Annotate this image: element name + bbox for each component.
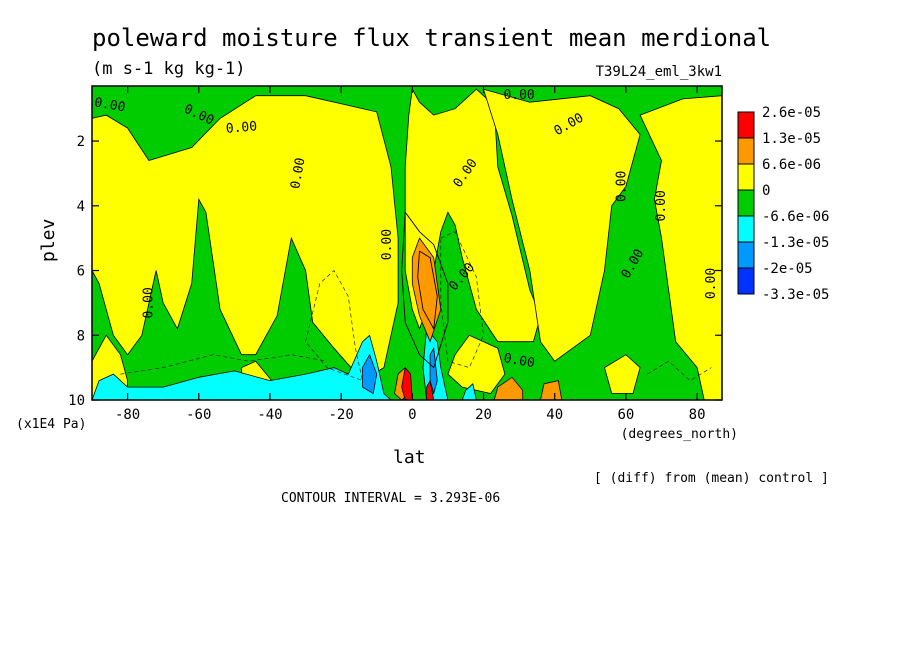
contour-line <box>401 211 449 369</box>
legend-swatch <box>737 189 755 217</box>
legend-swatch <box>737 215 755 243</box>
positive-region <box>604 354 641 394</box>
contour-value-label: 0.00 <box>704 268 719 299</box>
legend-label: -1.3e-05 <box>762 235 829 251</box>
positive-peak-region <box>540 380 563 400</box>
x-tick-label: -40 <box>257 407 282 423</box>
contour-value-label: 0.00 <box>93 95 126 115</box>
contour-value-label: 0.00 <box>615 171 630 202</box>
x-tick-label: 40 <box>546 407 563 423</box>
chart-subtitle: (m s-1 kg kg-1) <box>92 59 246 79</box>
contour-fills <box>92 87 722 400</box>
max-positive-region <box>426 379 435 400</box>
negative-contour-line <box>440 231 484 369</box>
positive-peak-region <box>493 376 524 400</box>
legend-swatch <box>737 137 755 165</box>
x-tick-label: 80 <box>689 407 706 423</box>
legend-label: -2e-05 <box>762 261 813 277</box>
color-legend: 2.6e-05 1.3e-05 6.6e-06 0 -6.6e-06 -1.3e-05 -2… <box>737 105 829 303</box>
y-axis: 2 4 6 8 10 <box>68 134 722 409</box>
strong-negative-region <box>429 346 438 395</box>
legend-label: 1.3e-05 <box>762 131 821 147</box>
plot-frame <box>91 85 723 401</box>
negative-contour-line <box>647 360 712 382</box>
x-axis-units: (degrees_north) <box>621 427 738 442</box>
legend-swatch <box>737 241 755 269</box>
legend-swatch <box>737 111 755 139</box>
y-tick-label: 10 <box>68 393 85 409</box>
contour-line <box>417 250 438 331</box>
contour-value-label: 0.00 <box>288 157 308 190</box>
positive-region <box>404 87 541 343</box>
x-tick-label: 20 <box>475 407 492 423</box>
positive-region <box>482 88 641 362</box>
chart-title: poleward moisture flux transient mean me… <box>92 24 771 52</box>
x-tick-label: 60 <box>617 407 634 423</box>
contour-lines <box>120 211 712 382</box>
contour-interval: CONTOUR INTERVAL = 3.293E-06 <box>281 491 500 506</box>
diff-note: [ (diff) from (mean) control ] <box>594 471 829 486</box>
legend-swatch <box>737 163 755 191</box>
y-axis-label: plev <box>38 219 59 262</box>
y-tick-label: 2 <box>77 134 85 150</box>
contour-value-label: 0.00 <box>141 287 156 318</box>
plot-area: 0.00 0.00 0.00 0.00 0.00 0.00 0.00 0.00 0.00 0.00… <box>68 85 723 423</box>
x-tick-label: 0 <box>408 407 416 423</box>
contour-value-label: 0.00 <box>225 119 258 137</box>
run-label: T39L24_eml_3kw1 <box>596 64 722 80</box>
legend-swatch <box>737 267 755 295</box>
legend-label: 0 <box>762 183 770 199</box>
legend-label: 6.6e-06 <box>762 157 821 173</box>
max-positive-region <box>401 366 413 400</box>
contour-value-label: 0.00 <box>503 88 534 103</box>
x-tick-label: -80 <box>115 407 140 423</box>
negative-region <box>461 383 477 400</box>
x-axis: -80 -60 -40 -20 0 20 40 60 80 <box>115 86 706 423</box>
contour-value-label: 0.00 <box>654 190 669 221</box>
y-axis-units: (x1E4 Pa) <box>16 417 86 432</box>
positive-region <box>447 334 506 394</box>
positive-region <box>639 95 722 400</box>
legend-label: 2.6e-05 <box>762 105 821 121</box>
negative-contour-line <box>120 354 327 375</box>
strong-negative-region <box>362 353 378 395</box>
positive-region <box>92 95 399 382</box>
x-axis-label: lat <box>393 447 426 468</box>
contour-value-label: 0.00 <box>380 229 395 260</box>
x-tick-label: -20 <box>329 407 354 423</box>
y-tick-label: 6 <box>77 264 85 280</box>
legend-label: -6.6e-06 <box>762 209 829 225</box>
y-tick-label: 8 <box>77 328 85 344</box>
contour-value-label: 0.00 <box>502 351 535 371</box>
legend-label: -3.3e-05 <box>762 287 829 303</box>
negative-contour-line <box>305 269 363 382</box>
negative-region <box>92 334 392 400</box>
positive-peak-region <box>411 237 442 343</box>
y-tick-label: 4 <box>77 199 85 215</box>
x-tick-label: -60 <box>186 407 211 423</box>
